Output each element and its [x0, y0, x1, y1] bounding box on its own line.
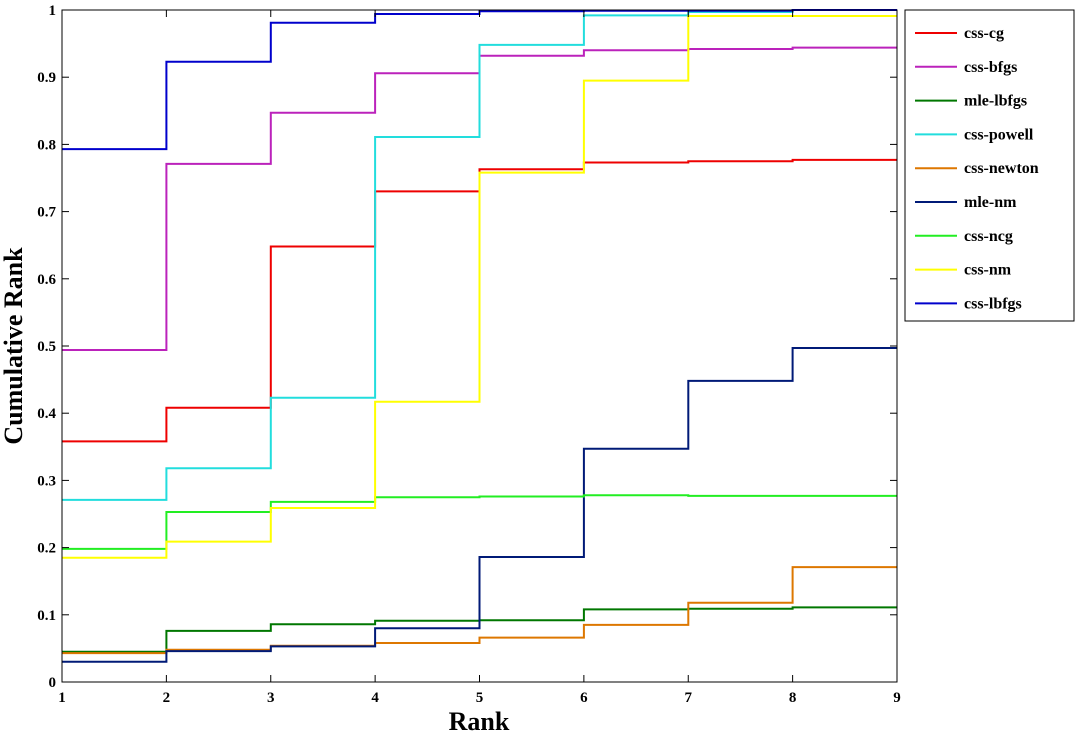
series-line-css-newton	[62, 566, 897, 655]
y-tick-label: 0.6	[37, 272, 56, 288]
x-axis-title: Rank	[449, 707, 510, 736]
y-tick-label: 0.3	[37, 473, 56, 489]
series-line-css-powell	[62, 9, 897, 501]
legend-label-mle-lbfgs: mle-lbfgs	[964, 93, 1027, 110]
ticks-layer	[61, 9, 898, 683]
x-tick-label: 7	[685, 690, 693, 706]
y-tick-label: 0.9	[37, 70, 56, 86]
legend: css-cg css-bfgs mle-lbfgs css-powell css-new…	[904, 9, 1075, 322]
y-tick-label: 0.2	[37, 541, 56, 557]
y-tick-label: 0.8	[37, 137, 56, 153]
legend-label-css-lbfgs: css-lbfgs	[964, 295, 1022, 312]
legend-label-css-nm: css-nm	[964, 262, 1012, 279]
y-axis-title: Cumulative Rank	[0, 247, 28, 445]
y-tick-label: 0.7	[37, 205, 56, 221]
y-tick-label: 0.5	[37, 339, 56, 355]
legend-label-css-newton: css-newton	[964, 160, 1039, 177]
legend-label-mle-nm: mle-nm	[964, 194, 1017, 211]
x-tick-label: 1	[58, 690, 66, 706]
legend-label-css-bfgs: css-bfgs	[964, 59, 1017, 76]
x-tick-label: 2	[163, 690, 171, 706]
legend-label-css-cg: css-cg	[964, 25, 1004, 42]
x-tick-label: 6	[580, 690, 588, 706]
x-tick-label: 4	[371, 690, 379, 706]
y-tick-label: 0.4	[37, 406, 56, 422]
series-line-mle-nm	[62, 347, 897, 663]
series-layer	[62, 9, 897, 663]
x-tick-label: 5	[476, 690, 484, 706]
x-tick-label: 8	[789, 690, 797, 706]
x-tick-label: 3	[267, 690, 275, 706]
legend-label-css-powell: css-powell	[964, 126, 1034, 143]
x-tick-label: 9	[893, 690, 901, 706]
y-tick-label: 1	[49, 3, 57, 19]
series-line-css-nm	[62, 15, 897, 559]
legend-label-css-ncg: css-ncg	[964, 228, 1013, 245]
y-tick-label: 0	[49, 675, 57, 691]
series-line-css-ncg	[62, 494, 897, 550]
y-tick-label: 0.1	[37, 608, 56, 624]
tick-labels: 1 2 3 4 5 6 7 8 9 0 0.1 0.2 0.3 0.4 0.5 0.6 0.7 0.8 0.9 1	[37, 3, 901, 706]
